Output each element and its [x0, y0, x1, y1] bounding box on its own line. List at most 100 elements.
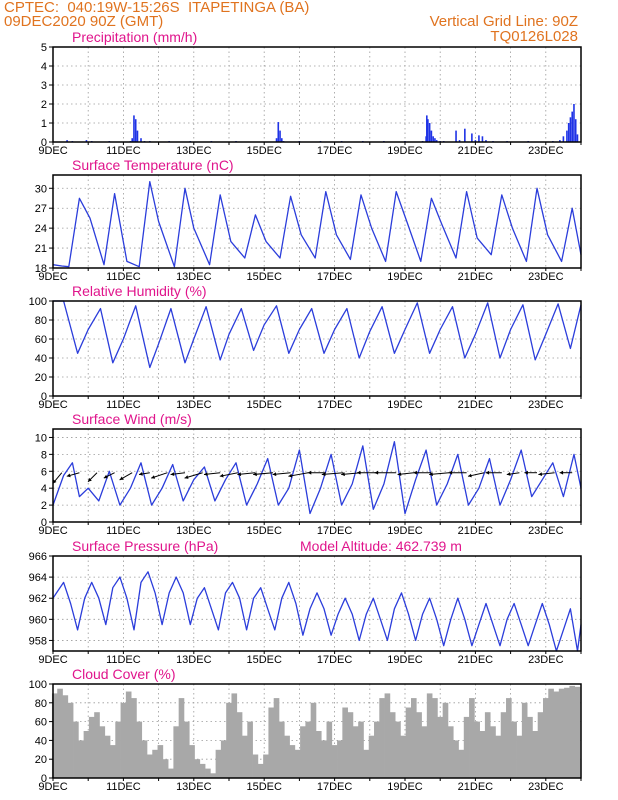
cloud-cover-bar [564, 687, 570, 778]
precipitation-bar [434, 138, 436, 142]
precipitation-bar [277, 122, 280, 142]
cloud-cover-bar [379, 698, 385, 778]
cloud-cover-bar [558, 688, 565, 778]
cloud-cover-bar [94, 712, 100, 778]
surface-wind-frame [52, 428, 582, 523]
x-tick-label: 19DEC [387, 654, 423, 666]
cloud-cover-bar [421, 726, 428, 778]
x-tick-label: 23DEC [528, 654, 564, 666]
x-tick-label: 21DEC [458, 781, 494, 793]
cloud-cover-bar [247, 721, 253, 778]
y-tick-label: 962 [29, 593, 47, 605]
wind-vector-head [170, 472, 175, 476]
precipitation-bar [85, 140, 88, 142]
header-run-time: 09DEC2020 90Z (GMT) [4, 13, 163, 30]
relative-humidity-panel: 0 20 40 60 80 100 9DEC 11DEC 13DEC 15DEC 17DEC 19DE… [29, 283, 582, 411]
header-grid-line: Vertical Grid Line: 90Z [430, 13, 578, 30]
cloud-cover-bar [78, 740, 84, 778]
precipitation-bar [66, 140, 68, 142]
cloud-cover-bar [173, 726, 180, 778]
x-tick-label: 19DEC [387, 399, 423, 411]
wind-vector-head [307, 470, 312, 475]
cloud-cover-bar [278, 721, 285, 778]
y-tick-label: 8 [41, 449, 47, 461]
precipitation-bar [430, 130, 433, 142]
surface-wind-panel: 0 2 4 6 8 10 9DEC 11DEC 13DEC 15DEC 17DEC 19DEC 21DE… [35, 411, 582, 537]
precipitation-bar [281, 138, 283, 142]
cloud-cover-frame [52, 683, 582, 779]
x-tick-label: 19DEC [387, 145, 423, 157]
x-tick-label: 15DEC [246, 399, 282, 411]
relative-humidity-title: Relative Humidity (%) [72, 283, 207, 299]
x-tick-label: 23DEC [528, 525, 564, 537]
y-tick-label: 80 [35, 698, 47, 710]
wind-vector-head [88, 477, 92, 482]
precipitation-bar [136, 130, 139, 142]
x-tick-label: 19DEC [387, 781, 423, 793]
surface-wind-title: Surface Wind (m/s) [72, 411, 192, 427]
cloud-cover-bar [511, 721, 517, 778]
cloud-cover-bar [146, 754, 153, 778]
cloud-cover-bar [479, 731, 486, 778]
precipitation-bar [569, 117, 572, 142]
x-tick-label: 17DEC [317, 525, 353, 537]
cloud-cover-bar [141, 740, 148, 778]
y-tick-label: 0 [41, 773, 47, 785]
precipitation-bar [464, 128, 466, 142]
wind-vector-head [151, 475, 156, 479]
wind-vector-head [288, 473, 293, 478]
cloud-cover-bar [57, 688, 63, 778]
cloud-cover-bar [157, 745, 164, 778]
x-tick-label: 13DEC [176, 399, 212, 411]
cloud-cover-bar [268, 707, 275, 778]
cloud-cover-bar [574, 686, 581, 778]
cloud-cover-bar [226, 702, 232, 778]
cloud-cover-bar [453, 740, 459, 778]
x-tick-label: 15DEC [246, 654, 282, 666]
cloud-cover-bar [300, 726, 306, 778]
x-tick-label: 9DEC [38, 525, 67, 537]
x-tick-label: 15DEC [246, 781, 282, 793]
y-tick-label: 100 [29, 679, 47, 691]
cloud-cover-bar [310, 702, 317, 778]
y-tick-label: 10 [35, 432, 47, 444]
cloud-cover-bar [73, 721, 79, 778]
surface-wind-line [52, 441, 582, 515]
wind-vector-head [321, 472, 326, 477]
cloud-cover-bar [162, 759, 169, 778]
y-tick-label: 5 [41, 42, 47, 54]
cloud-cover-bar [326, 721, 333, 778]
x-tick-label: 11DEC [106, 525, 141, 537]
y-tick-label: 40 [35, 735, 47, 747]
wind-vector-head [397, 472, 402, 476]
precipitation-bar [485, 140, 487, 142]
cloud-cover-bar [210, 773, 216, 778]
x-tick-label: 9DEC [38, 654, 67, 666]
cloud-cover-bar [553, 691, 560, 778]
cloud-cover-bar [51, 693, 58, 778]
cloud-cover-bar [437, 716, 444, 778]
precipitation-bar [435, 140, 438, 142]
cloud-cover-bar [432, 698, 438, 778]
precipitation-bar [559, 140, 561, 142]
x-tick-label: 21DEC [458, 525, 494, 537]
y-tick-label: 0 [41, 391, 47, 403]
x-tick-label: 15DEC [246, 271, 282, 283]
cloud-cover-bar [458, 749, 465, 778]
x-tick-label: 9DEC [38, 399, 67, 411]
x-tick-label: 21DEC [458, 145, 494, 157]
x-tick-label: 19DEC [387, 525, 423, 537]
cloud-cover-bar [152, 749, 158, 778]
precipitation-bar [279, 130, 281, 142]
y-tick-label: 18 [35, 263, 47, 275]
wind-vector-head [374, 470, 379, 475]
cloud-cover-bar [99, 726, 106, 778]
cloud-cover-bar [242, 735, 248, 778]
cloud-cover-bar [220, 740, 227, 778]
precipitation-bar [140, 138, 142, 142]
surface-temperature-panel: 18 21 24 27 30 9DEC 11DEC 13DEC 15DEC 17DEC 19DEC 2… [35, 157, 582, 283]
wind-vector-head [448, 470, 453, 475]
x-tick-label: 17DEC [317, 781, 353, 793]
wind-vector-head [341, 472, 345, 477]
